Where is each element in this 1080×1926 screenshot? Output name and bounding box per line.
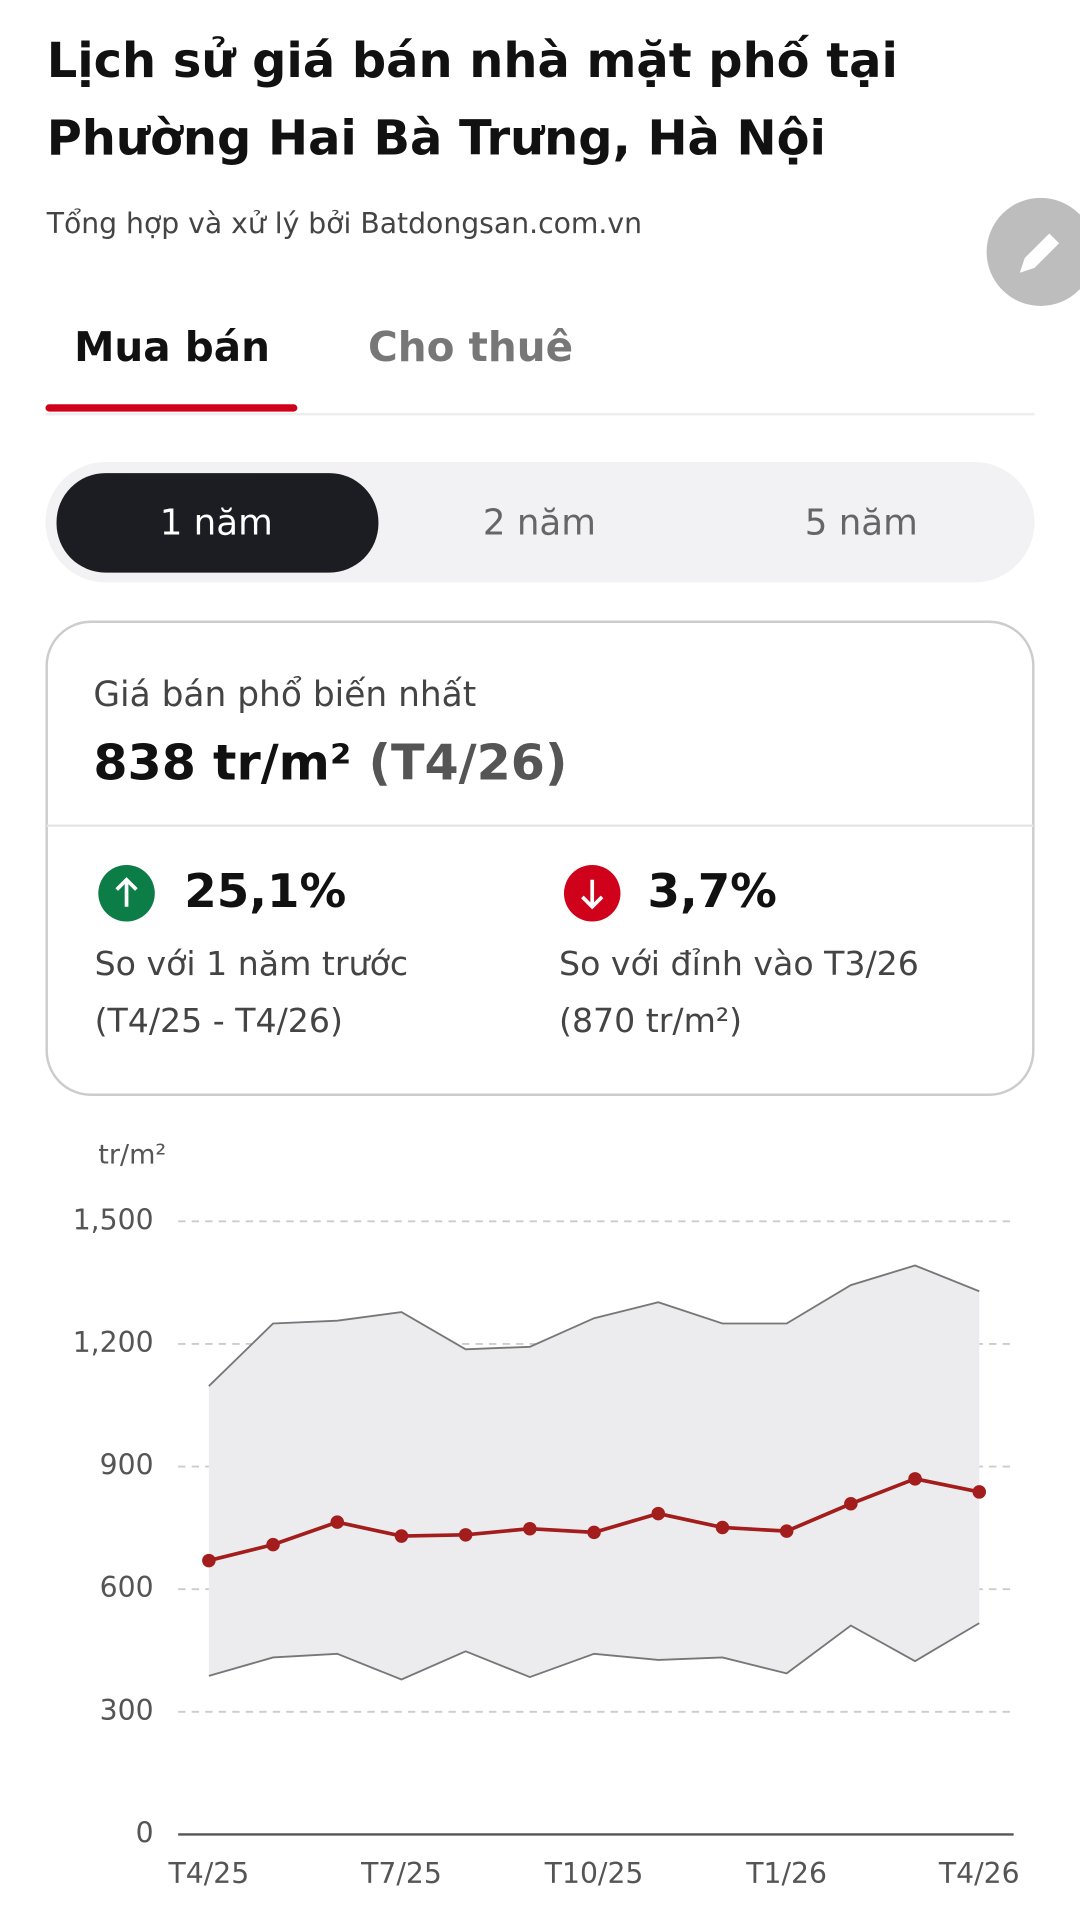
price-point xyxy=(779,1524,794,1538)
period-option[interactable]: 1 năm xyxy=(160,503,273,544)
chart: 0 300 600 900 1,200 1,500 T4/25 T7/25 T10/25 T1/2… xyxy=(73,1203,1020,1890)
change-detail: (T4/25 - T4/26) xyxy=(95,1001,343,1040)
y-tick-label: 0 xyxy=(136,1816,154,1849)
y-tick-label: 300 xyxy=(100,1694,154,1727)
summary-label: Giá bán phổ biến nhất xyxy=(93,675,476,715)
y-tick-label: 1,500 xyxy=(73,1203,154,1236)
price-point xyxy=(715,1520,730,1535)
period-active[interactable] xyxy=(56,473,379,573)
price-point xyxy=(523,1521,537,1536)
price-point xyxy=(458,1528,473,1542)
summary-card xyxy=(45,620,1035,1097)
price-point xyxy=(972,1485,987,1499)
summary-period: (T4/26) xyxy=(369,733,568,791)
period-option[interactable]: 2 năm xyxy=(483,503,596,544)
change-value: 3,7% xyxy=(648,865,777,919)
title: Phường Hai Bà Trưng, Hà Nội xyxy=(47,111,826,166)
range-upper-line xyxy=(208,1264,980,1387)
price-point xyxy=(651,1506,666,1521)
title: Lịch sử giá bán nhà mặt phố tại xyxy=(47,34,898,89)
edit-button[interactable] xyxy=(986,197,1080,306)
price-point xyxy=(844,1497,858,1511)
summary-price: 838 tr/m² xyxy=(93,733,351,791)
y-tick-label: 600 xyxy=(100,1571,154,1604)
price-point xyxy=(330,1515,345,1529)
x-tick-label: T4/25 xyxy=(168,1857,250,1890)
price-point xyxy=(908,1472,922,1486)
x-tick-label: T1/26 xyxy=(745,1857,827,1890)
price-point xyxy=(266,1537,280,1552)
x-tick-label: T7/25 xyxy=(360,1857,442,1890)
x-tick-label: T10/25 xyxy=(544,1857,644,1890)
period-option[interactable]: 5 năm xyxy=(805,503,918,544)
range-lower-line xyxy=(208,1622,980,1681)
tab[interactable]: Cho thuê xyxy=(368,323,573,371)
y-axis-label: tr/m² xyxy=(98,1140,166,1171)
pencil-icon xyxy=(1019,233,1060,273)
down-arrow xyxy=(581,879,604,910)
change-value: 25,1% xyxy=(184,865,346,919)
change-label: So với 1 năm trước xyxy=(95,944,409,983)
summary-price-line: 838 tr/m² (T4/26) xyxy=(93,733,567,791)
y-tick-label: 900 xyxy=(100,1449,154,1482)
tab-indicator xyxy=(45,404,298,412)
price-point xyxy=(202,1553,216,1568)
change-label: So với đỉnh vào T3/26 xyxy=(559,944,919,983)
y-tick-label: 1,200 xyxy=(73,1326,154,1359)
price-point xyxy=(587,1525,601,1540)
tab[interactable]: Mua bán xyxy=(74,323,270,371)
x-tick-label: T4/26 xyxy=(938,1857,1020,1890)
range-band xyxy=(208,1265,980,1680)
change-detail: (870 tr/m²) xyxy=(559,1001,742,1040)
price-point xyxy=(394,1529,409,1543)
up-arrow xyxy=(115,877,138,907)
subtitle: Tổng hợp và xử lý bởi Batdongsan.com.vn xyxy=(46,207,642,240)
